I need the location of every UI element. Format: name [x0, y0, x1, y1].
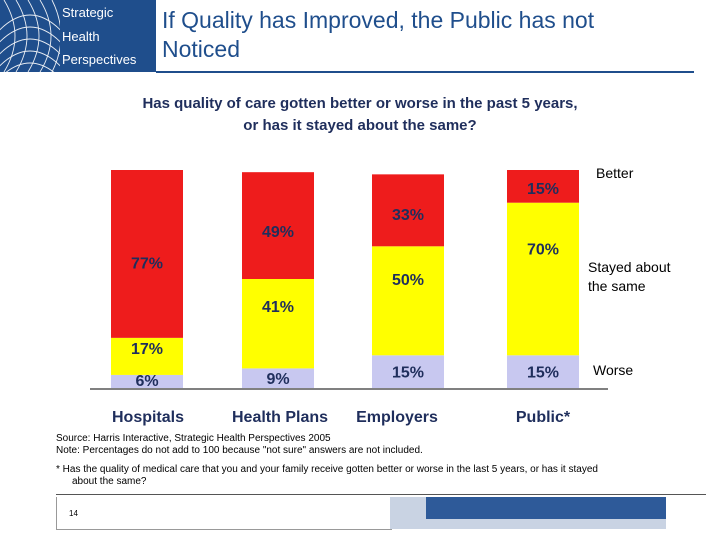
logo-word-1: Strategic	[62, 5, 114, 20]
bar-worse-2	[242, 368, 314, 388]
data-label-stayed-3: 50%	[392, 272, 424, 289]
footer-band-lower	[390, 519, 666, 529]
data-label-better-3: 33%	[392, 207, 424, 224]
footer-band-light	[390, 497, 426, 519]
bar-stayed-1	[111, 337, 183, 375]
globe-icon	[0, 0, 60, 72]
category-label-3: Employers	[356, 409, 438, 426]
bar-better-3	[372, 174, 444, 247]
data-label-better-1: 77%	[131, 255, 163, 272]
data-label-stayed-2: 41%	[262, 299, 294, 316]
bar-better-2	[242, 172, 314, 279]
legend-worse: Worse	[593, 362, 634, 378]
slide-title-line-2: Noticed	[162, 36, 240, 62]
data-label-worse-3: 15%	[392, 365, 424, 382]
data-label-worse-4: 15%	[527, 365, 559, 382]
page-number: 14	[69, 509, 78, 518]
slide-title-line-1: If Quality has Improved, the Public has …	[162, 7, 595, 33]
source-line: Source: Harris Interactive, Strategic He…	[56, 433, 331, 444]
title-rule	[156, 71, 694, 73]
data-label-better-2: 49%	[262, 224, 294, 241]
survey-question: Has quality of care gotten better or wor…	[0, 93, 720, 137]
bar-better-1	[111, 170, 183, 338]
bar-stayed-4	[507, 202, 579, 356]
bar-worse-4	[507, 355, 579, 388]
survey-question-line-2: or has it stayed about the same?	[243, 117, 477, 134]
category-label-1: Hospitals	[112, 409, 184, 426]
data-label-stayed-4: 70%	[527, 241, 559, 258]
logo: Strategic Health Perspectives	[0, 0, 156, 72]
legend-better: Better	[596, 165, 634, 181]
legend-stayed-line-1: Stayed about	[588, 259, 671, 275]
data-label-worse-2: 9%	[266, 371, 289, 388]
slide-title: If Quality has Improved, the Public has …	[162, 6, 692, 64]
source-note: Source: Harris Interactive, Strategic He…	[56, 433, 423, 457]
footnote-line-2: about the same?	[72, 476, 147, 487]
category-label-4: Public*	[516, 409, 571, 426]
legend-stayed: Stayed about the same	[588, 258, 671, 296]
survey-question-line-1: Has quality of care gotten better or wor…	[142, 95, 578, 112]
data-label-stayed-1: 17%	[131, 341, 163, 358]
category-label-2: Health Plans	[232, 409, 328, 426]
footer-box: 14	[56, 497, 392, 530]
legend-stayed-line-2: the same	[588, 278, 646, 294]
bar-stayed-2	[242, 279, 314, 369]
bar-worse-1	[111, 374, 183, 388]
logo-word-2: Health	[62, 29, 100, 44]
footnote-line-1: * Has the quality of medical care that y…	[56, 464, 598, 475]
footer-band-dark	[426, 497, 666, 519]
bar-worse-3	[372, 355, 444, 388]
data-label-worse-1: 6%	[135, 373, 158, 390]
bar-stayed-3	[372, 246, 444, 356]
data-label-better-4: 15%	[527, 181, 559, 198]
footer-rule	[56, 494, 706, 495]
footnote: * Has the quality of medical care that y…	[56, 464, 716, 488]
logo-word-3: Perspectives	[62, 52, 137, 67]
note-line: Note: Percentages do not add to 100 beca…	[56, 445, 423, 456]
bar-better-4	[507, 170, 579, 203]
